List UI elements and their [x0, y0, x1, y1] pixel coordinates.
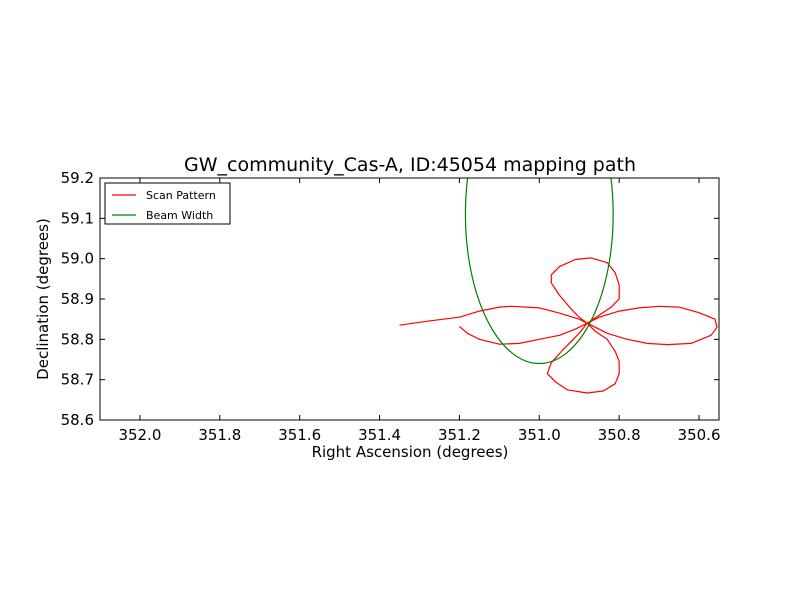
series-scan-pattern: [399, 257, 718, 394]
y-tick-label: 58.7: [61, 371, 94, 389]
y-tick-label: 59.2: [61, 169, 94, 187]
x-tick-label: 351.6: [278, 426, 321, 444]
legend-label-scan-pattern: Scan Pattern: [146, 189, 216, 202]
legend-box: [104, 182, 231, 225]
x-tick-label: 351.4: [358, 426, 401, 444]
series-beam-width: [464, 178, 614, 365]
x-tick-label: 351.0: [518, 426, 561, 444]
legend-label-beam-width: Beam Width: [146, 209, 213, 222]
x-tick-label: 351.8: [198, 426, 241, 444]
y-tick-label: 58.9: [61, 290, 94, 308]
chart-title: GW_community_Cas-A, ID:45054 mapping pat…: [184, 154, 636, 176]
y-tick-label: 59.1: [61, 209, 94, 227]
x-tick-label: 350.6: [678, 426, 721, 444]
x-tick-label: 351.2: [438, 426, 481, 444]
y-tick-label: 58.8: [61, 330, 94, 348]
y-axis-label: Declination (degrees): [34, 218, 52, 380]
y-tick-label: 59.0: [61, 250, 94, 268]
x-tick-label: 350.8: [598, 426, 641, 444]
x-axis-label: Right Ascension (degrees): [312, 443, 509, 461]
y-tick-label: 58.6: [61, 411, 94, 429]
x-tick-label: 352.0: [118, 426, 161, 444]
